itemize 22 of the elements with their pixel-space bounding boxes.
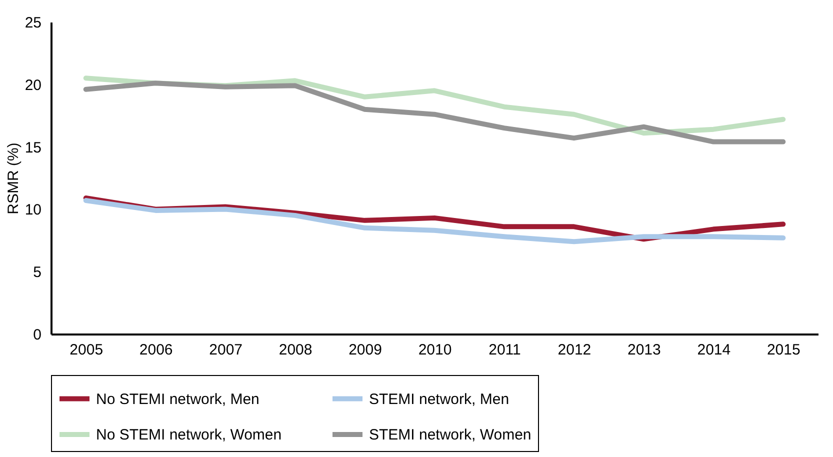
x-tick-label: 2014 bbox=[697, 342, 731, 358]
x-tick-label: 2010 bbox=[418, 342, 452, 358]
x-tick-label: 2005 bbox=[70, 342, 104, 358]
y-tick-label: 20 bbox=[24, 76, 42, 94]
legend-label: No STEMI network, Women bbox=[96, 426, 282, 444]
legend-label: STEMI network, Women bbox=[369, 426, 532, 444]
x-tick-label: 2012 bbox=[558, 342, 592, 358]
y-tick-label: 5 bbox=[33, 264, 42, 282]
x-tick-label: 2013 bbox=[627, 342, 661, 358]
y-tick-label: 25 bbox=[24, 14, 42, 32]
y-tick-label: 15 bbox=[24, 139, 42, 156]
legend-label: No STEMI network, Men bbox=[96, 390, 260, 408]
y-tick-label: 0 bbox=[33, 326, 42, 344]
x-tick-label: 2011 bbox=[488, 342, 521, 358]
x-tick-label: 2006 bbox=[139, 342, 173, 358]
x-tick-label: 2007 bbox=[209, 342, 243, 358]
y-tick-label: 10 bbox=[24, 202, 42, 219]
x-tick-label: 2009 bbox=[348, 342, 382, 358]
x-tick-label: 2008 bbox=[278, 342, 312, 358]
legend-label: STEMI network, Men bbox=[369, 390, 510, 408]
x-tick-label: 2015 bbox=[766, 342, 800, 358]
y-axis-title: RSMR (%) bbox=[4, 142, 22, 214]
